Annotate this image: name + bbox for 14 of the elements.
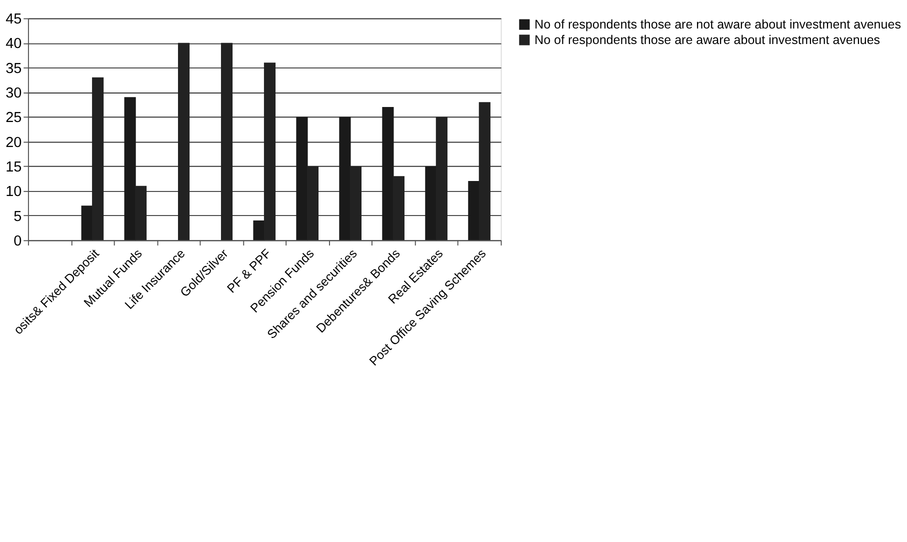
legend-label: No of respondents those are aware about investment avenues <box>534 32 880 47</box>
y-tick-label: 15 <box>6 160 22 176</box>
y-tick-label: 5 <box>14 208 22 225</box>
y-tick-label: 10 <box>6 184 22 200</box>
y-tick-label: 40 <box>6 36 22 52</box>
y-tick-label: 25 <box>6 110 22 126</box>
y-tick-label: 35 <box>6 60 22 77</box>
y-tick-label: 0 <box>14 233 22 250</box>
y-tick-label: 20 <box>6 134 22 151</box>
bar <box>220 42 233 240</box>
bar <box>178 42 190 240</box>
y-tick-label: 30 <box>6 86 22 102</box>
y-tick-label: 45 <box>6 12 22 28</box>
legend-label: No of respondents those are not aware about investment avenues <box>534 17 901 32</box>
